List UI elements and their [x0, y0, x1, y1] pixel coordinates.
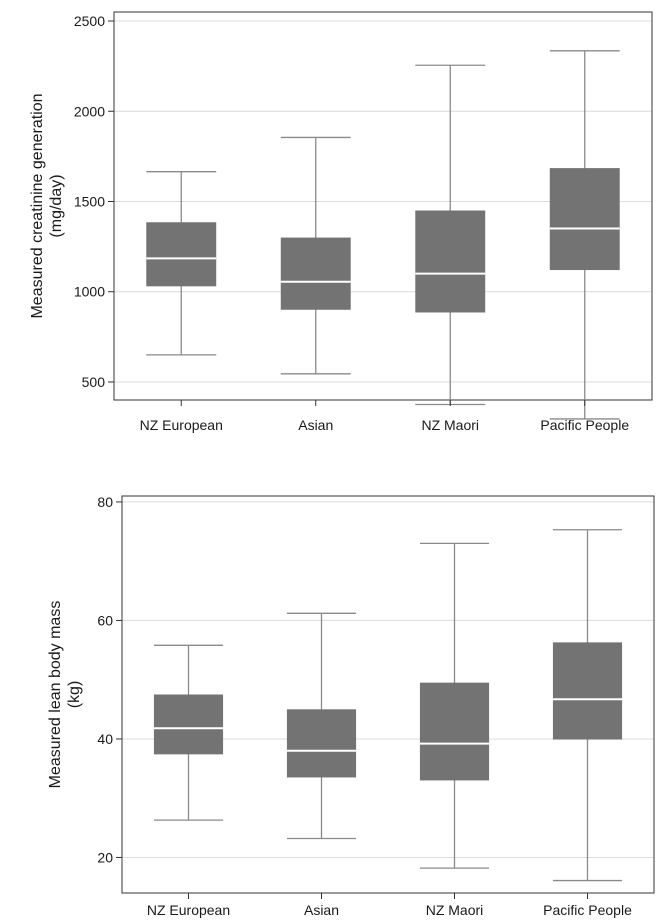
box-nz-european [146, 171, 217, 356]
y-axis-title: Measured creatinine generation (mg/day) [29, 93, 65, 318]
y-tick-label: 80 [97, 494, 113, 510]
box-nz-european [153, 644, 224, 821]
category-label: Pacific People [543, 902, 632, 918]
category-label: NZ Maori [426, 902, 484, 918]
category-label: Asian [298, 417, 333, 433]
y-tick-label: 20 [97, 849, 113, 865]
category-label: NZ Maori [421, 417, 479, 433]
iqr-box [419, 682, 490, 781]
category-label: Asian [304, 902, 339, 918]
y-tick-label: 60 [97, 612, 113, 628]
box-nz-maori [415, 64, 486, 406]
y-axis-title-line: (mg/day) [48, 174, 65, 237]
y-tick-label: 40 [97, 731, 113, 747]
y-tick-label: 2000 [74, 103, 105, 119]
iqr-box [552, 642, 623, 740]
iqr-box [153, 694, 224, 755]
box-pacific-people [552, 529, 623, 882]
plot-frame [121, 495, 655, 894]
y-tick-label: 1000 [74, 284, 105, 300]
category-label: Pacific People [540, 417, 629, 433]
iqr-box [415, 210, 486, 313]
category-label: NZ European [140, 417, 223, 433]
y-tick-label: 1500 [74, 193, 105, 209]
chart-creatinine-generation: 500 1000 1500 2000 2500 NZ European Asian NZ Ma… [29, 11, 653, 433]
box-asian [286, 612, 357, 840]
box-asian [280, 136, 351, 375]
y-axis-title: Measured lean body mass (kg) [47, 601, 83, 789]
y-axis-title-line: (kg) [66, 681, 83, 709]
iqr-box [286, 709, 357, 778]
chart-lean-body-mass: 20 40 60 80 NZ European Asian NZ Maori Pacific … [47, 494, 655, 918]
box-pacific-people [549, 50, 620, 420]
iqr-box [280, 237, 351, 310]
category-label: NZ European [147, 902, 230, 918]
box-nz-maori [419, 542, 490, 869]
y-axis-title-line: Measured creatinine generation [29, 93, 46, 318]
plot-frame [113, 11, 653, 401]
y-tick-label: 500 [82, 374, 106, 390]
y-axis-title-line: Measured lean body mass [47, 601, 64, 789]
y-tick-label: 2500 [74, 13, 105, 29]
iqr-box [549, 168, 620, 271]
iqr-box [146, 222, 217, 287]
